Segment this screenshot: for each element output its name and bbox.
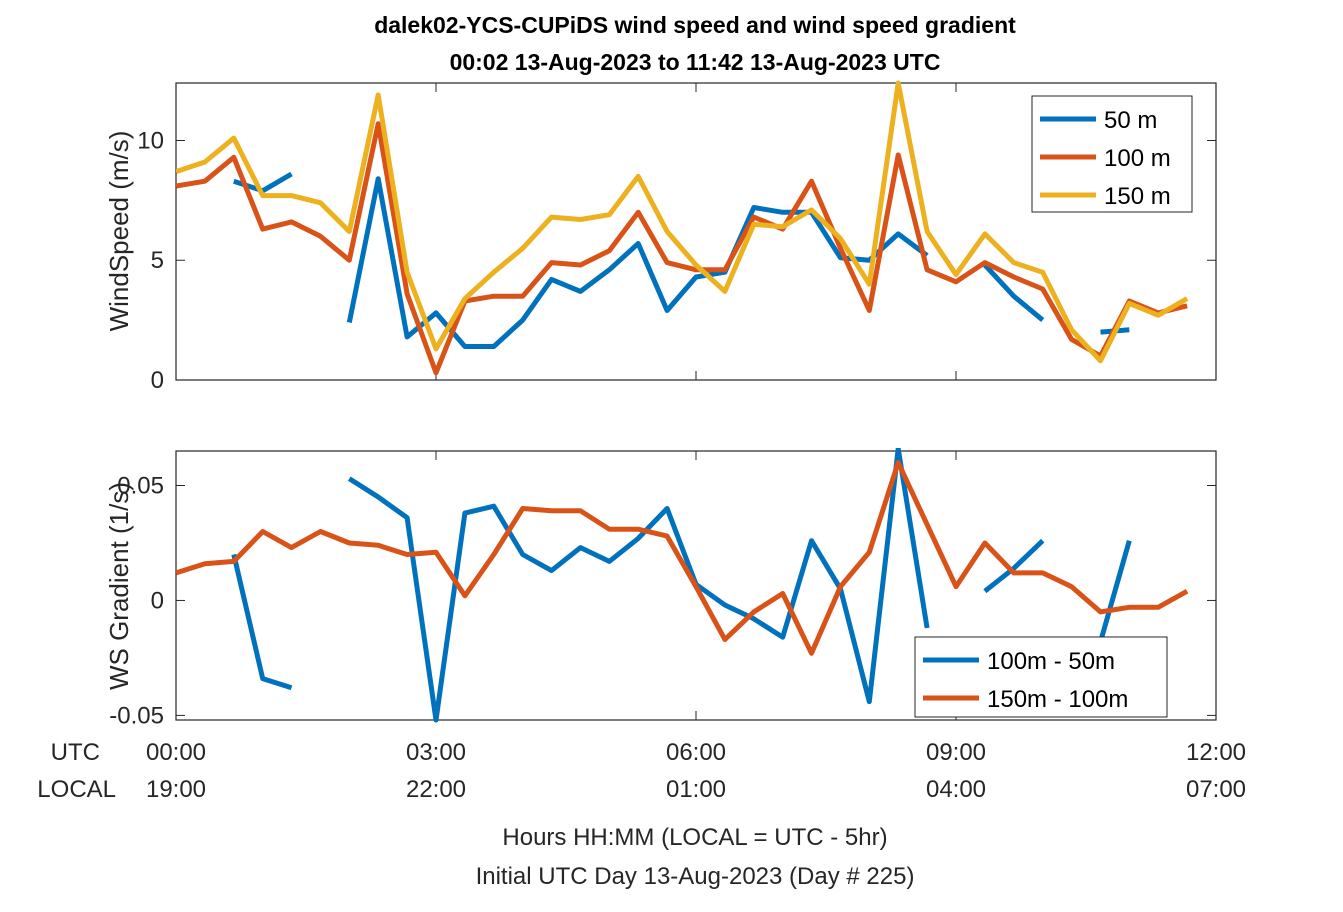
y-tick-label: 10 — [137, 127, 164, 154]
y-tick-label: 0 — [151, 587, 164, 614]
series-line-150m-100m — [176, 460, 1189, 656]
x-tick-local: 22:00 — [406, 776, 466, 803]
legend-entry: 50 m — [1104, 107, 1157, 134]
legend: 50 m 100 m 150 m — [1031, 95, 1193, 213]
x-tick-utc: 00:00 — [146, 739, 206, 766]
legend-entry: 100 m — [1104, 145, 1171, 172]
legend: 100m - 50m 150m - 100m — [914, 636, 1168, 718]
x-ticks-local: 19:00 22:00 01:00 04:00 07:00 — [146, 776, 1246, 803]
x-tick-utc: 12:00 — [1186, 739, 1246, 766]
y-tick-label: 0 — [151, 367, 164, 394]
x-tick-local: 19:00 — [146, 776, 206, 803]
series-line-100m-50m — [231, 448, 1132, 723]
legend-entry: 150 m — [1104, 183, 1171, 210]
x-axis-utc-label: UTC — [51, 739, 100, 766]
footer-line1: Hours HH:MM (LOCAL = UTC - 5hr) — [502, 824, 887, 851]
x-tick-local: 04:00 — [926, 776, 986, 803]
series-line-100m — [176, 121, 1188, 376]
footer-line2: Initial UTC Day 13-Aug-2023 (Day # 225) — [476, 863, 915, 890]
legend-entry: 150m - 100m — [987, 686, 1128, 713]
y-tick-label: 0.05 — [117, 472, 164, 499]
x-ticks-utc: 00:00 03:00 06:00 09:00 12:00 — [146, 739, 1246, 766]
chart-title-line2: 00:02 13-Aug-2023 to 11:42 13-Aug-2023 U… — [450, 49, 941, 75]
x-tick-utc: 09:00 — [926, 739, 986, 766]
x-tick-local: 07:00 — [1186, 776, 1246, 803]
x-tick-local: 01:00 — [666, 776, 726, 803]
legend-entry: 100m - 50m — [987, 648, 1115, 675]
series-line-150m — [176, 80, 1189, 364]
y-tick-label: -0.05 — [109, 702, 164, 729]
chart-title-line1: dalek02-YCS-CUPiDS wind speed and wind s… — [374, 12, 1016, 38]
y-axis-label: WS Gradient (1/s) — [104, 482, 134, 690]
y-tick-label: 5 — [151, 247, 164, 274]
x-tick-utc: 06:00 — [666, 739, 726, 766]
x-tick-utc: 03:00 — [406, 739, 466, 766]
y-axis-label: WindSpeed (m/s) — [104, 131, 134, 332]
x-axis-local-label: LOCAL — [37, 776, 116, 803]
